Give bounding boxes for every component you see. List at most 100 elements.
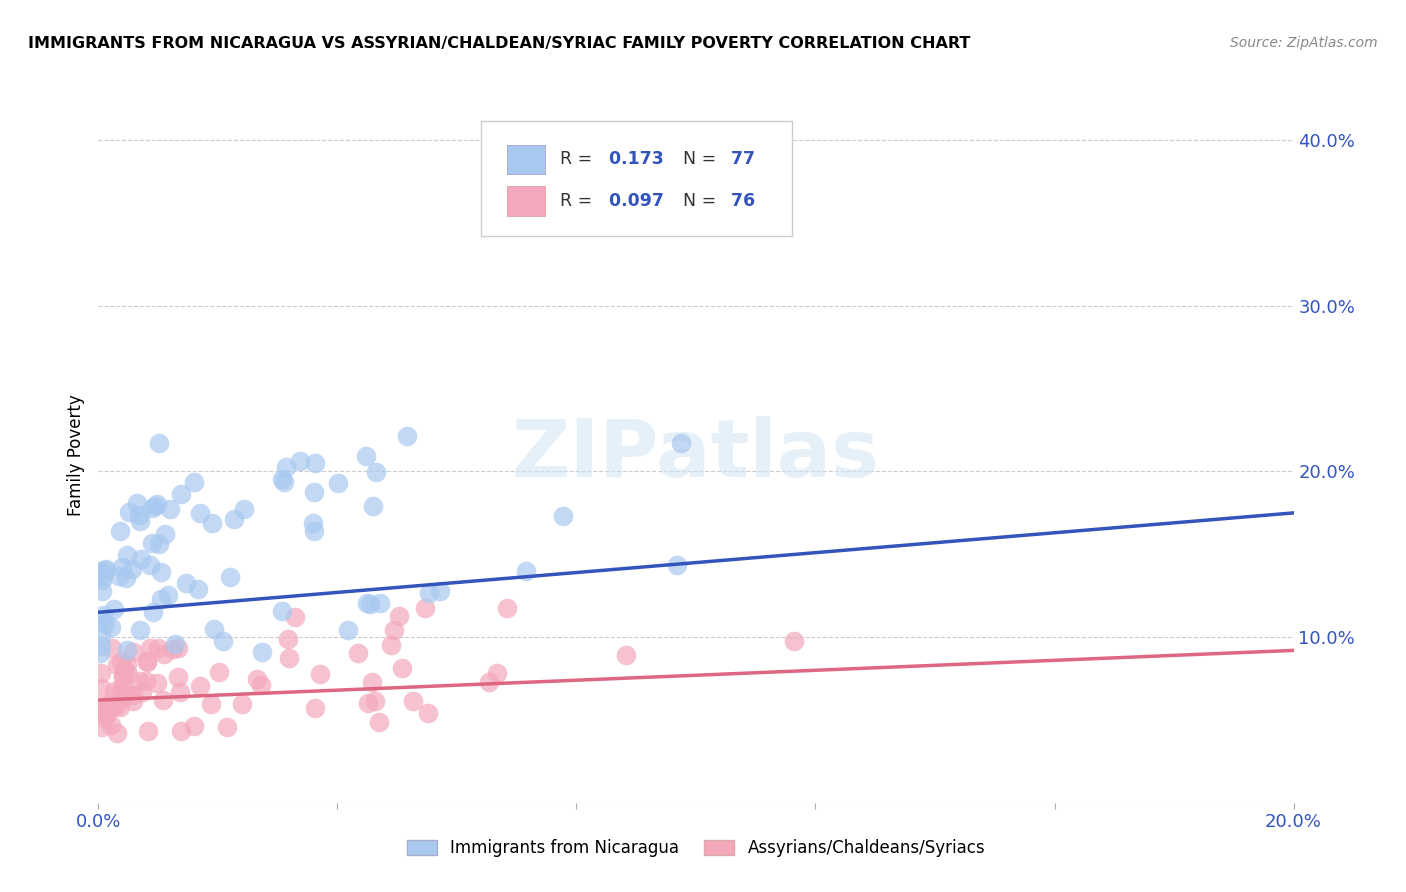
Point [143,499,166,513]
Point [105,657,128,672]
Point [134,673,156,688]
Point [145,675,167,690]
Point [148,640,170,655]
Point [135,654,157,668]
Text: R =: R = [560,150,598,169]
Point [153,526,176,541]
Point [170,487,193,501]
Point [131,685,153,699]
Point [96,706,118,720]
Point [103,683,125,698]
Point [304,700,326,714]
Point [96,698,118,713]
Point [141,500,163,515]
Point [486,665,509,680]
Point [553,509,575,524]
Point [380,638,402,652]
Point [418,585,440,599]
Point [129,514,152,528]
Point [360,674,382,689]
Point [121,645,143,659]
Point [356,596,378,610]
Point [309,667,332,681]
Point [354,450,377,464]
Point [273,475,295,489]
Text: 76: 76 [724,192,755,210]
Point [104,698,127,713]
Point [224,511,246,525]
Point [304,524,326,539]
Point [395,429,418,443]
Point [174,575,197,590]
FancyBboxPatch shape [481,121,792,235]
Text: R =: R = [560,192,598,210]
Point [271,472,294,486]
Point [284,610,307,624]
Point [200,698,222,712]
Point [215,720,238,734]
Point [218,570,240,584]
Point [117,667,139,681]
Point [103,602,125,616]
Point [100,620,122,634]
Point [153,648,176,662]
Text: 77: 77 [724,150,755,169]
Point [93,563,115,577]
Point [148,537,170,551]
Point [114,662,136,676]
Point [122,693,145,707]
Point [368,597,391,611]
Point [145,497,167,511]
Point [149,591,172,606]
Point [388,608,411,623]
Point [94,711,117,725]
Point [250,678,273,692]
Point [91,569,114,583]
Point [231,697,253,711]
Legend: Immigrants from Nicaragua, Assyrians/Chaldeans/Syriacs: Immigrants from Nicaragua, Assyrians/Cha… [401,833,991,864]
Point [112,669,135,683]
Point [416,706,439,720]
Point [270,604,292,618]
Point [277,632,299,646]
Point [139,558,162,573]
Point [162,642,184,657]
Point [91,607,114,622]
Point [110,655,132,669]
Point [128,624,150,638]
Point [105,726,128,740]
Point [94,616,117,631]
Point [90,704,112,718]
Point [131,551,153,566]
Point [361,499,384,513]
Point [170,723,193,738]
Point [207,665,229,680]
Point [98,697,121,711]
Point [112,670,135,684]
Point [302,516,325,530]
Point [183,719,205,733]
Point [90,705,112,719]
Point [108,568,131,582]
FancyBboxPatch shape [508,145,546,174]
Point [478,675,501,690]
Point [90,640,112,654]
Point [614,648,637,663]
Text: N =: N = [683,192,721,210]
Point [783,634,806,648]
Point [117,548,139,562]
Point [127,496,149,510]
Point [115,657,138,671]
Point [111,560,134,574]
Point [128,508,150,522]
Point [201,516,224,530]
Point [118,505,141,519]
Point [166,640,188,655]
Text: ZIPatlas: ZIPatlas [512,416,880,494]
Point [152,692,174,706]
Point [163,637,186,651]
Point [90,706,112,720]
Point [149,565,172,579]
Text: N =: N = [683,150,721,169]
Point [156,588,179,602]
